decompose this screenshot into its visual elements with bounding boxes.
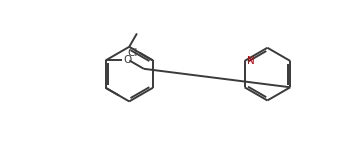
Text: Cl: Cl — [128, 48, 138, 58]
Text: O: O — [123, 55, 132, 65]
Text: N: N — [247, 56, 254, 66]
